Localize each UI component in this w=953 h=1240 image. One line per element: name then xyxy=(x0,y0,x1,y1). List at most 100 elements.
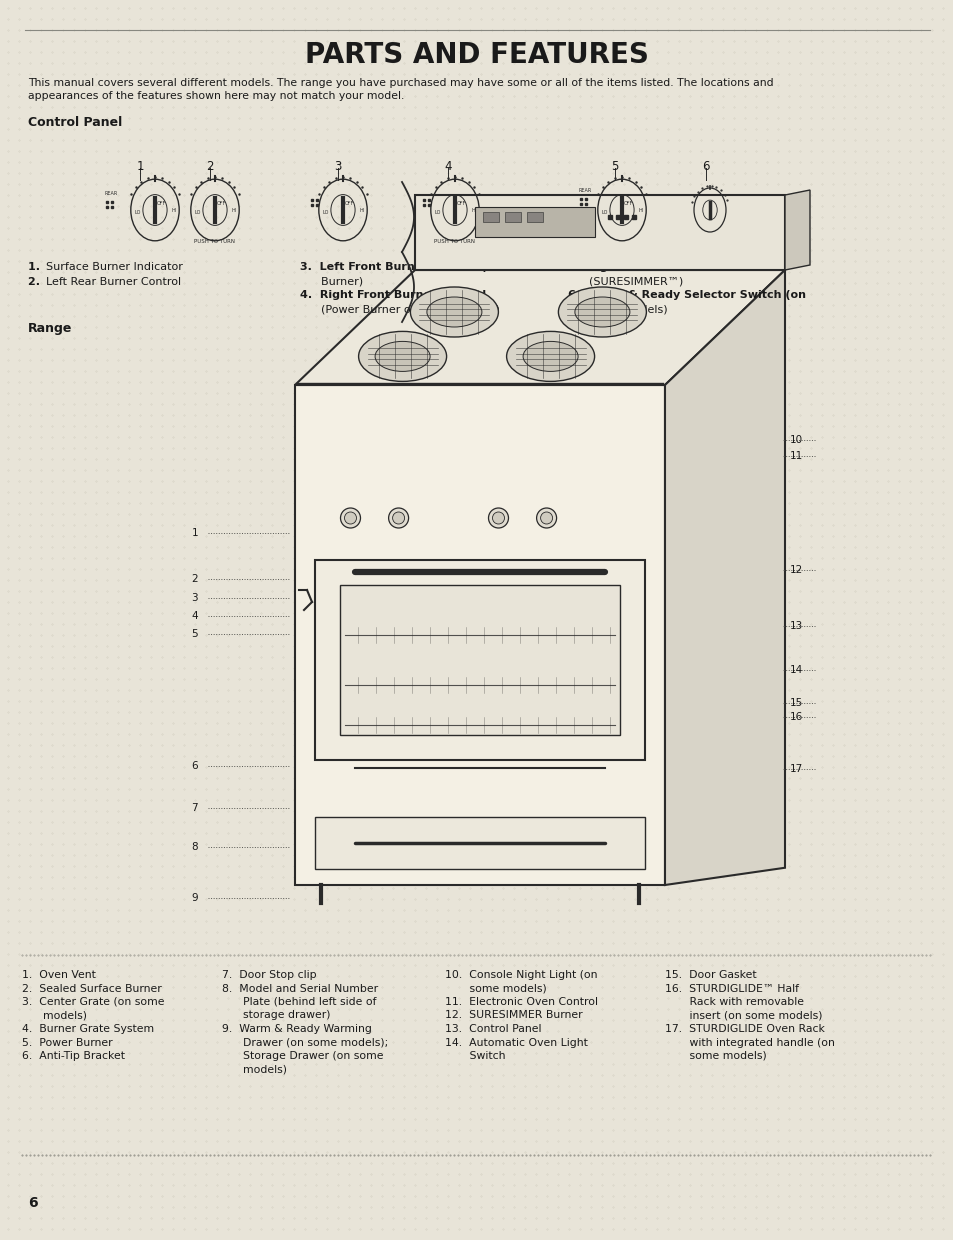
Text: HI: HI xyxy=(471,207,476,212)
Text: 1: 1 xyxy=(136,160,144,174)
Text: 3: 3 xyxy=(192,593,198,603)
Text: 13: 13 xyxy=(789,621,802,631)
Text: 17: 17 xyxy=(789,764,802,774)
Text: 6: 6 xyxy=(701,160,709,174)
Text: Plate (behind left side of: Plate (behind left side of xyxy=(222,997,376,1007)
Text: some models): some models) xyxy=(567,304,667,314)
Text: REAR: REAR xyxy=(578,188,592,193)
Text: 6: 6 xyxy=(28,1197,37,1210)
Ellipse shape xyxy=(393,512,404,525)
Ellipse shape xyxy=(410,286,497,337)
Text: LO: LO xyxy=(194,210,200,215)
Text: 8.  Model and Serial Number: 8. Model and Serial Number xyxy=(222,983,377,993)
Text: PUSH TO TURN: PUSH TO TURN xyxy=(434,239,475,244)
Bar xyxy=(504,212,520,222)
Text: 9.  Warm & Ready Warming: 9. Warm & Ready Warming xyxy=(222,1024,372,1034)
Text: 3.  Left Front Burner Control (Power: 3. Left Front Burner Control (Power xyxy=(299,262,525,272)
Text: 17.  STURDIGLIDE Oven Rack: 17. STURDIGLIDE Oven Rack xyxy=(664,1024,824,1034)
Text: models): models) xyxy=(22,1011,87,1021)
Polygon shape xyxy=(664,270,784,885)
Text: 7.  Door Stop clip: 7. Door Stop clip xyxy=(222,970,316,980)
Text: 2: 2 xyxy=(206,160,213,174)
Text: Surface Burner Indicator: Surface Burner Indicator xyxy=(46,262,183,272)
Text: 4: 4 xyxy=(192,611,198,621)
Text: models): models) xyxy=(222,1064,287,1075)
Bar xyxy=(526,212,542,222)
Text: 6.  Anti-Tip Bracket: 6. Anti-Tip Bracket xyxy=(22,1052,125,1061)
Text: PARTS AND FEATURES: PARTS AND FEATURES xyxy=(305,41,648,69)
Text: insert (on some models): insert (on some models) xyxy=(664,1011,821,1021)
Text: REAR: REAR xyxy=(105,191,118,196)
Ellipse shape xyxy=(375,341,430,372)
Text: 15: 15 xyxy=(789,698,802,708)
Text: 1.: 1. xyxy=(28,262,48,272)
Text: 12.  SURESIMMER Burner: 12. SURESIMMER Burner xyxy=(444,1011,582,1021)
Text: OFF: OFF xyxy=(456,201,465,206)
Text: OFF: OFF xyxy=(622,201,632,206)
Text: LO: LO xyxy=(134,210,141,215)
Polygon shape xyxy=(294,270,784,384)
Text: 5: 5 xyxy=(192,629,198,639)
Text: 14.  Automatic Oven Light: 14. Automatic Oven Light xyxy=(444,1038,587,1048)
Text: LO: LO xyxy=(434,210,440,215)
Bar xyxy=(314,560,644,760)
Text: 3.  Center Grate (on some: 3. Center Grate (on some xyxy=(22,997,164,1007)
Text: 5.  Right Rear Burner Control: 5. Right Rear Burner Control xyxy=(567,262,749,272)
Text: HI: HI xyxy=(231,207,236,212)
Polygon shape xyxy=(415,195,784,270)
Ellipse shape xyxy=(340,508,360,528)
Text: 11: 11 xyxy=(789,451,802,461)
Text: 16: 16 xyxy=(789,712,802,722)
Text: Control Panel: Control Panel xyxy=(28,117,122,129)
Ellipse shape xyxy=(522,341,578,372)
Ellipse shape xyxy=(506,331,594,382)
Text: 1: 1 xyxy=(192,528,198,538)
Text: 9: 9 xyxy=(192,893,198,903)
Text: LO: LO xyxy=(322,210,329,215)
Text: 5: 5 xyxy=(611,160,618,174)
Text: 11.  Electronic Oven Control: 11. Electronic Oven Control xyxy=(444,997,598,1007)
Text: some models): some models) xyxy=(444,983,546,993)
Text: 14: 14 xyxy=(789,665,802,675)
Text: (Power Burner on some models): (Power Burner on some models) xyxy=(299,304,499,314)
Ellipse shape xyxy=(575,298,629,327)
Text: OFF: OFF xyxy=(156,201,166,206)
Ellipse shape xyxy=(558,286,646,337)
Text: 6: 6 xyxy=(192,761,198,771)
Text: This manual covers several different models. The range you have purchased may ha: This manual covers several different mod… xyxy=(28,78,773,102)
Text: 3: 3 xyxy=(334,160,341,174)
Text: 2.  Sealed Surface Burner: 2. Sealed Surface Burner xyxy=(22,983,162,993)
Bar xyxy=(314,817,644,869)
Text: 4.  Burner Grate System: 4. Burner Grate System xyxy=(22,1024,154,1034)
Text: 10.  Console Night Light (on: 10. Console Night Light (on xyxy=(444,970,597,980)
Bar xyxy=(339,585,619,735)
Text: 4: 4 xyxy=(444,160,452,174)
Polygon shape xyxy=(784,190,809,270)
Text: 4.  Right Front Burner Control: 4. Right Front Burner Control xyxy=(299,290,486,300)
Ellipse shape xyxy=(388,508,408,528)
Text: Storage Drawer (on some: Storage Drawer (on some xyxy=(222,1052,383,1061)
Text: Rack with removable: Rack with removable xyxy=(664,997,803,1007)
Text: 7: 7 xyxy=(192,804,198,813)
Text: 10: 10 xyxy=(789,435,802,445)
Ellipse shape xyxy=(536,508,556,528)
Ellipse shape xyxy=(426,298,481,327)
Text: 12: 12 xyxy=(789,565,802,575)
Text: HI: HI xyxy=(359,207,364,212)
Text: storage drawer): storage drawer) xyxy=(222,1011,330,1021)
Text: 2.: 2. xyxy=(28,277,48,286)
Ellipse shape xyxy=(540,512,552,525)
Text: 16.  STURDIGLIDE™ Half: 16. STURDIGLIDE™ Half xyxy=(664,983,799,993)
Text: HI: HI xyxy=(172,207,176,212)
Text: Drawer (on some models);: Drawer (on some models); xyxy=(222,1038,388,1048)
Text: LO: LO xyxy=(600,210,607,215)
Text: 6.  Warm & Ready Selector Switch (on: 6. Warm & Ready Selector Switch (on xyxy=(567,290,805,300)
Bar xyxy=(482,212,498,222)
Polygon shape xyxy=(294,384,664,885)
Text: some models): some models) xyxy=(664,1052,766,1061)
Text: Burner): Burner) xyxy=(299,277,363,286)
Ellipse shape xyxy=(358,331,446,382)
Text: Left Rear Burner Control: Left Rear Burner Control xyxy=(46,277,181,286)
Text: 15.  Door Gasket: 15. Door Gasket xyxy=(664,970,756,980)
Ellipse shape xyxy=(492,512,504,525)
